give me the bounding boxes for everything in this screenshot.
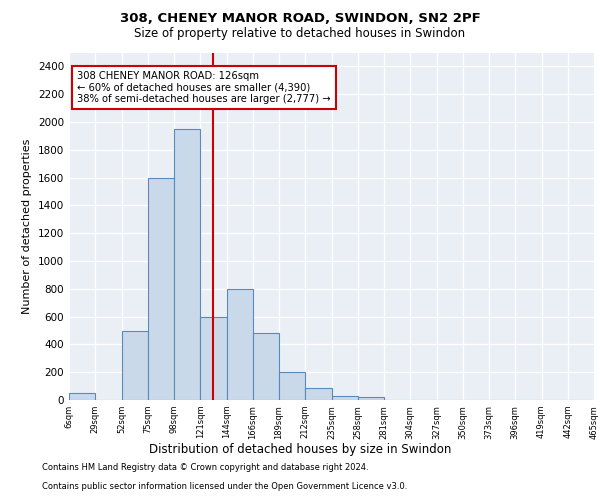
Bar [253, 334, 279, 400]
Bar [69, 393, 95, 400]
Bar [121, 330, 148, 400]
Bar [279, 372, 305, 400]
Text: 308 CHENEY MANOR ROAD: 126sqm
← 60% of detached houses are smaller (4,390)
38% o: 308 CHENEY MANOR ROAD: 126sqm ← 60% of d… [77, 70, 331, 104]
Text: Contains HM Land Registry data © Crown copyright and database right 2024.: Contains HM Land Registry data © Crown c… [42, 464, 368, 472]
Bar [174, 129, 200, 400]
Text: 308, CHENEY MANOR ROAD, SWINDON, SN2 2PF: 308, CHENEY MANOR ROAD, SWINDON, SN2 2PF [119, 12, 481, 26]
Bar [305, 388, 331, 400]
Text: Size of property relative to detached houses in Swindon: Size of property relative to detached ho… [134, 28, 466, 40]
Bar [148, 178, 174, 400]
Bar [358, 397, 384, 400]
Bar [331, 396, 358, 400]
Text: Distribution of detached houses by size in Swindon: Distribution of detached houses by size … [149, 442, 451, 456]
Bar [200, 316, 227, 400]
Text: Contains public sector information licensed under the Open Government Licence v3: Contains public sector information licen… [42, 482, 407, 491]
Y-axis label: Number of detached properties: Number of detached properties [22, 138, 32, 314]
Bar [227, 289, 253, 400]
